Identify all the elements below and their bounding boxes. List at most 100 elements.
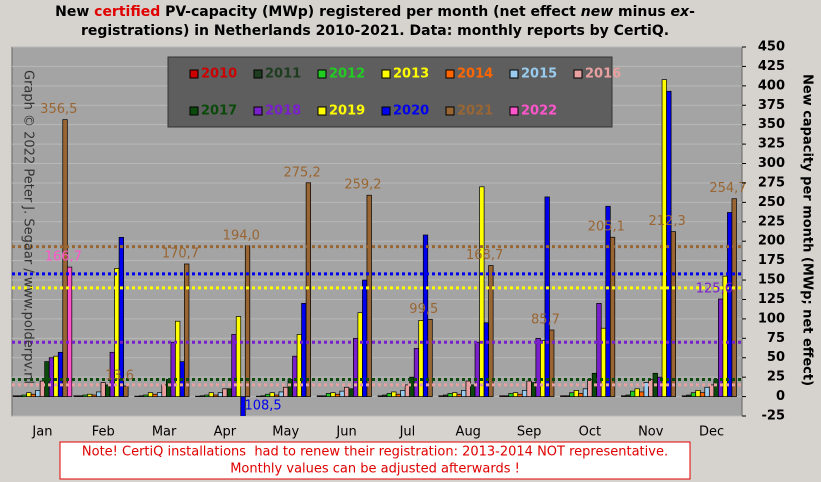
bar <box>170 341 176 397</box>
legend-swatch <box>509 106 519 116</box>
legend-swatch <box>445 106 455 116</box>
bar <box>634 388 640 397</box>
bar <box>353 337 359 397</box>
bar <box>57 351 64 397</box>
bar <box>226 388 233 397</box>
x-tick-label: May <box>272 425 299 440</box>
x-tick-label: Jun <box>335 425 356 440</box>
y-tick-label: 325 <box>758 137 785 152</box>
value-label: 13,6 <box>105 369 134 384</box>
bar <box>334 393 341 397</box>
bar <box>564 395 570 397</box>
bar <box>156 392 163 397</box>
title-part: ex <box>671 4 690 20</box>
bar <box>269 392 275 397</box>
bar <box>325 393 332 397</box>
bar <box>222 388 228 397</box>
bar <box>292 355 298 397</box>
bar <box>544 196 550 397</box>
legend-label: 2015 <box>521 67 557 82</box>
note: Monthly values can be adjusted afterward… <box>230 462 520 477</box>
bar <box>695 390 701 397</box>
legend-label: 2013 <box>393 67 429 82</box>
bar <box>274 394 280 397</box>
legend-label: 2020 <box>393 104 429 119</box>
legend-label: 2017 <box>201 104 237 119</box>
title-part: New <box>55 4 94 20</box>
bar <box>53 355 59 397</box>
y-tick-label: 300 <box>758 156 785 171</box>
legend-swatch <box>189 69 199 79</box>
legend-swatch <box>317 69 327 79</box>
legend-swatch <box>445 69 455 79</box>
bar <box>605 205 611 397</box>
bar <box>503 395 510 397</box>
bar <box>578 393 584 397</box>
bar <box>540 340 546 397</box>
y-tick-label: 450 <box>758 40 785 55</box>
bar <box>465 380 471 397</box>
title-line: registrations) in Netherlands 2010-2021.… <box>81 23 669 39</box>
value-label: 356,5 <box>40 102 77 117</box>
y-tick-label: 250 <box>758 195 785 210</box>
bar <box>235 316 242 397</box>
bar <box>82 394 88 397</box>
bar <box>526 380 532 397</box>
legend-label: 2011 <box>265 67 301 82</box>
title-part: PV-capacity (MWp) registered per month (… <box>160 4 581 20</box>
y-axis-label: New capacity per month (MWp; net effect) <box>800 74 815 386</box>
bar <box>217 392 224 397</box>
y-tick-label: 0 <box>776 389 785 404</box>
bar <box>400 390 406 397</box>
bar <box>620 395 627 397</box>
value-label: 168,7 <box>466 248 503 263</box>
value-label: 166,7 <box>45 250 82 265</box>
bar <box>474 341 480 397</box>
legend-swatch <box>509 69 519 79</box>
bar <box>488 265 494 397</box>
bar <box>231 334 237 397</box>
bar <box>30 393 36 397</box>
x-tick-label: Mar <box>152 425 177 440</box>
bar <box>21 394 27 397</box>
bar <box>175 320 181 397</box>
legend-label: 2012 <box>329 67 365 82</box>
legend-swatch <box>317 106 327 116</box>
y-tick-label: -25 <box>762 409 786 424</box>
bar <box>265 393 271 397</box>
bar <box>535 337 541 397</box>
x-tick-label: Jul <box>399 425 416 440</box>
bar <box>508 393 514 397</box>
title-part: minus <box>613 4 670 20</box>
bar <box>62 119 68 397</box>
legend-label: 2014 <box>457 67 493 82</box>
value-label: 275,2 <box>284 165 321 180</box>
x-tick-label: Oct <box>579 425 601 440</box>
title-part: certified <box>94 4 160 20</box>
bar <box>123 385 129 397</box>
x-tick-label: Apr <box>214 425 237 440</box>
bar <box>316 395 323 397</box>
bar <box>404 384 411 397</box>
bar <box>427 318 433 397</box>
bar <box>461 390 467 397</box>
x-tick-label: Nov <box>638 425 664 440</box>
bar <box>661 79 667 397</box>
title-part: - <box>689 4 695 20</box>
bar <box>48 357 55 397</box>
bar <box>283 386 289 397</box>
bars <box>12 79 737 416</box>
value-label: 194,0 <box>223 228 260 243</box>
bar <box>87 393 93 397</box>
y-tick-label: 225 <box>758 214 785 229</box>
value-label: 170,7 <box>162 246 199 261</box>
bar <box>456 393 462 397</box>
legend-swatch <box>253 106 263 116</box>
y-tick-label: 200 <box>758 234 785 249</box>
legend-swatch <box>381 106 391 116</box>
bar <box>447 393 453 397</box>
value-label: 254,7 <box>709 181 746 196</box>
bar <box>339 390 345 397</box>
legend-swatch <box>573 69 583 79</box>
bar <box>609 236 616 397</box>
